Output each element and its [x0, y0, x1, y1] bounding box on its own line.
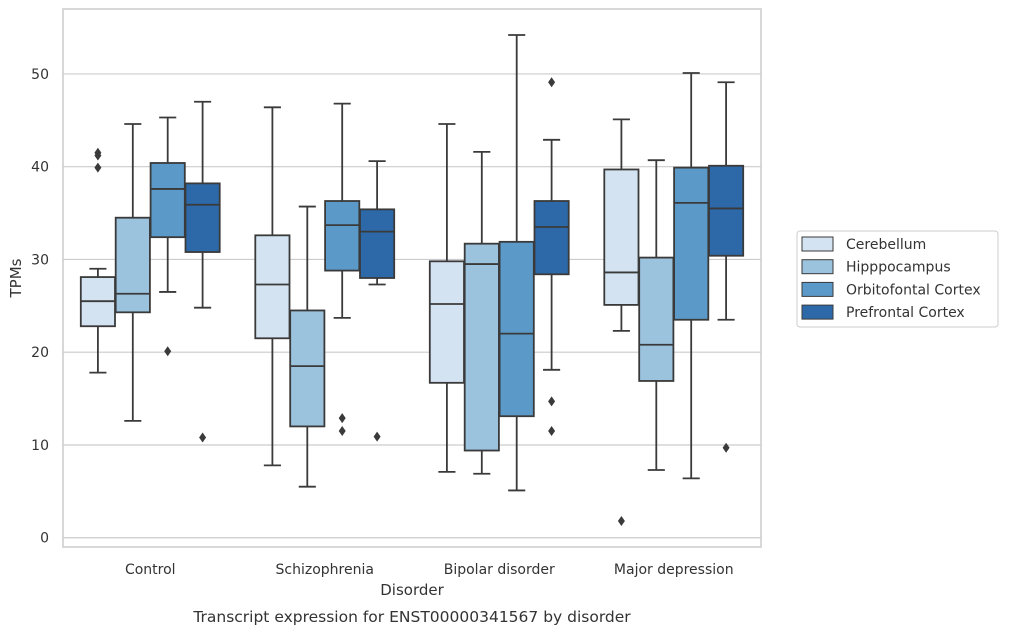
legend-label: Hipppocampus — [846, 260, 951, 276]
box-group — [638, 159, 675, 471]
box-group — [708, 81, 745, 453]
box-group — [149, 116, 186, 357]
box-body — [498, 240, 535, 418]
x-axis-ticks: Control Schizophrenia Bipolar disorder Majo… — [125, 562, 734, 578]
y-tick-label: 20 — [31, 345, 49, 361]
legend-label: Orbitofontal Cortex — [846, 282, 981, 298]
box-group — [114, 123, 151, 422]
box-body — [149, 162, 186, 239]
legend-label: Cerebellum — [846, 237, 926, 253]
outlier-point — [338, 426, 346, 437]
outlier-point — [94, 147, 102, 158]
legend-swatch — [801, 281, 834, 297]
box-body — [533, 200, 570, 276]
chart-caption: Transcript expression for ENST0000034156… — [192, 608, 631, 626]
legend-swatch — [801, 304, 834, 320]
box-group — [289, 205, 326, 488]
box-group — [324, 102, 361, 437]
box-body — [254, 234, 291, 340]
x-tick-label: Major depression — [614, 562, 734, 578]
y-tick-label: 40 — [31, 160, 49, 176]
box-body — [289, 309, 326, 428]
box-body — [638, 256, 675, 382]
y-tick-label: 30 — [31, 252, 49, 268]
box-body — [673, 166, 710, 321]
legend-swatch — [801, 259, 834, 275]
box-group — [359, 160, 396, 442]
box-group — [463, 150, 500, 475]
outlier-point — [199, 432, 207, 443]
x-tick-label: Bipolar disorder — [444, 562, 555, 578]
box-group — [79, 147, 116, 374]
box-body — [184, 182, 221, 253]
legend-frame — [796, 230, 999, 328]
box-group — [428, 123, 465, 473]
x-axis-label: Disorder — [380, 581, 444, 599]
outlier-point — [164, 346, 172, 357]
x-tick-label: Schizophrenia — [276, 562, 374, 578]
outlier-point — [722, 442, 730, 453]
box-group — [184, 100, 221, 443]
outlier-point — [548, 396, 556, 407]
box-body — [428, 260, 465, 384]
legend-swatch — [801, 236, 834, 252]
x-tick-label: Control — [125, 562, 176, 578]
box-body — [463, 242, 500, 452]
y-tick-label: 10 — [31, 438, 49, 454]
box-body — [359, 208, 396, 279]
outlier-point — [338, 413, 346, 424]
box-body — [114, 216, 151, 314]
box-body — [708, 164, 745, 257]
outlier-point — [373, 431, 381, 442]
box-group — [673, 72, 710, 480]
box-group — [254, 106, 291, 467]
legend: Cerebellum Hipppocampus Orbitofontal Corte… — [796, 230, 999, 328]
y-axis-ticks: 0 10 20 30 40 50 — [31, 67, 49, 547]
box-body — [324, 200, 361, 272]
y-axis-label: TPMs — [7, 258, 25, 298]
box-group — [603, 118, 640, 527]
box-group — [498, 34, 535, 492]
outlier-point — [548, 77, 556, 88]
y-tick-label: 0 — [40, 531, 49, 547]
boxes — [79, 34, 745, 527]
outlier-point — [548, 426, 556, 437]
outlier-point — [617, 516, 625, 527]
y-tick-label: 50 — [31, 67, 49, 83]
outlier-point — [94, 162, 102, 173]
legend-label: Prefrontal Cortex — [846, 305, 965, 321]
box-group — [533, 77, 570, 437]
box-body — [603, 168, 640, 306]
